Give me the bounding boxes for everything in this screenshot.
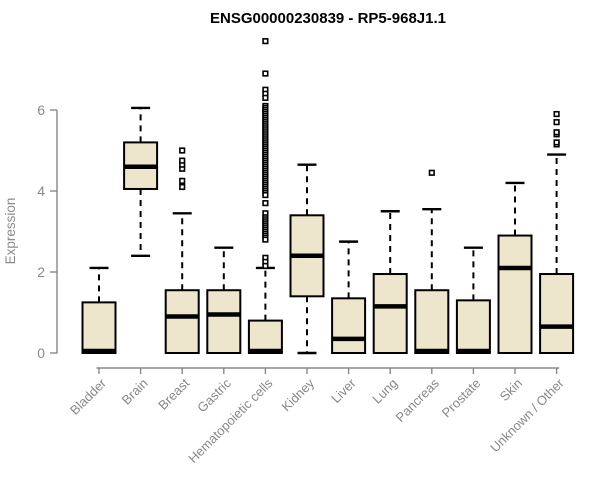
iqr-box <box>497 234 533 354</box>
iqr-box <box>206 289 242 355</box>
iqr-box <box>331 297 367 355</box>
outlier-point <box>262 200 269 207</box>
x-cat-label-liver: Liver <box>328 375 359 406</box>
boxplot-pancreas <box>414 169 450 355</box>
x-cat-label-bladder: Bladder <box>67 375 110 418</box>
outlier-point <box>179 183 186 191</box>
outlier-point <box>262 191 269 199</box>
iqr-box <box>81 301 117 354</box>
boxplot-unknown-other <box>539 110 575 354</box>
boxplot-breast <box>164 147 200 355</box>
outlier-point <box>262 236 269 243</box>
boxplot-kidney <box>289 163 325 355</box>
iqr-box <box>164 289 200 355</box>
x-cat-label-prostate: Prostate <box>439 376 484 421</box>
outlier-point <box>553 110 560 118</box>
chart-title: ENSG00000230839 - RP5-968J1.1 <box>210 10 446 27</box>
iqr-box <box>539 273 575 354</box>
x-cat-label-lung: Lung <box>369 376 400 407</box>
outlier-point <box>428 169 435 176</box>
iqr-box <box>247 319 283 355</box>
y-tick-label-0: 0 <box>37 345 45 361</box>
boxplot-hematopoietic-cells <box>247 38 283 355</box>
x-cat-label-kidney: Kidney <box>278 375 317 414</box>
y-tick-label-2: 2 <box>37 264 45 280</box>
boxplot-skin <box>497 181 533 354</box>
outlier-point <box>179 147 186 154</box>
outlier-point <box>262 262 269 270</box>
boxplot-gastric <box>206 246 242 355</box>
y-tick-label-6: 6 <box>37 102 45 118</box>
x-cat-label-gastric: Gastric <box>194 375 234 415</box>
outlier-point <box>179 157 186 164</box>
outlier-point <box>179 177 186 184</box>
x-cat-label-pancreas: Pancreas <box>392 375 442 425</box>
outlier-point <box>553 129 560 136</box>
boxplot-lung <box>372 210 408 354</box>
boxplot-prostate <box>455 246 491 355</box>
outlier-point <box>262 94 269 101</box>
iqr-box <box>372 273 408 354</box>
outlier-point <box>262 70 269 77</box>
iqr-box <box>414 289 450 355</box>
x-cat-label-breast: Breast <box>155 375 192 412</box>
outlier-point <box>262 38 269 45</box>
y-tick-label-4: 4 <box>37 183 45 199</box>
iqr-box <box>455 299 491 355</box>
x-cat-label-unknown-other: Unknown / Other <box>487 375 567 455</box>
boxplot-brain <box>123 106 159 258</box>
outlier-point <box>553 139 560 146</box>
x-cat-label-skin: Skin <box>497 376 525 404</box>
boxplot-bladder <box>81 266 117 354</box>
x-cat-label-brain: Brain <box>119 376 151 408</box>
y-axis-title: Expression <box>3 198 18 265</box>
boxplot-liver <box>331 240 367 355</box>
outlier-point <box>553 119 560 126</box>
